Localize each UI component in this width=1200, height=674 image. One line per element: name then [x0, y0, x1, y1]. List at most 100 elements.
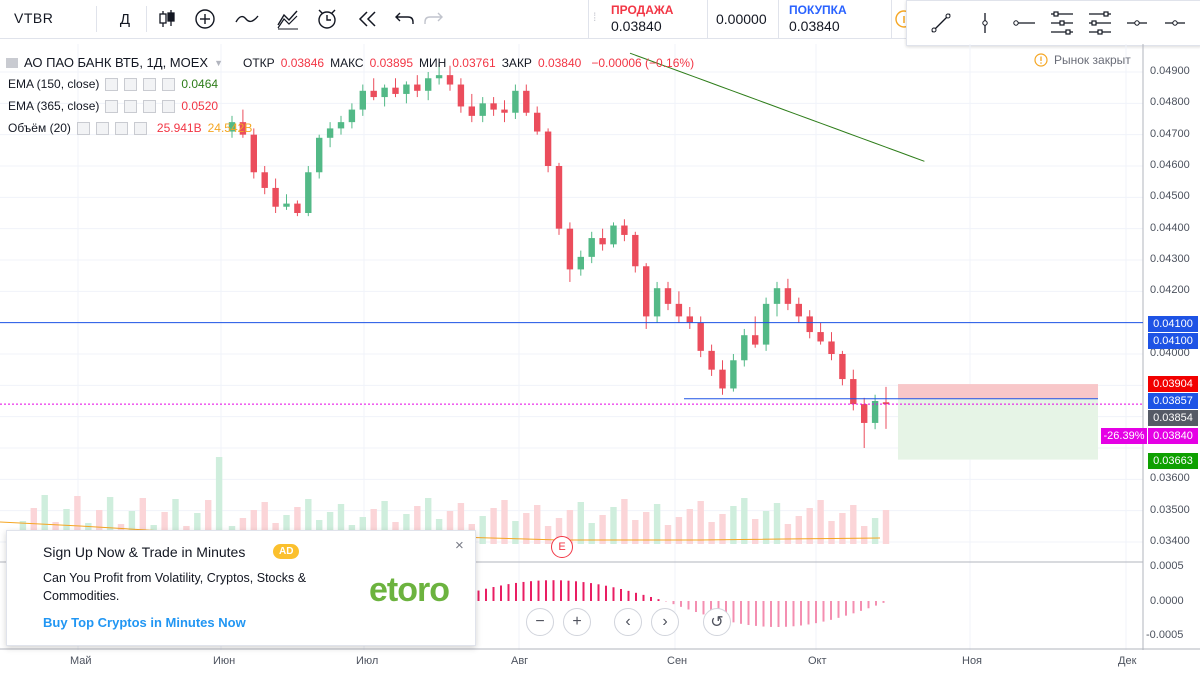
close-icon[interactable]: ×	[455, 537, 464, 554]
macd-bar	[777, 601, 780, 627]
reset-chart-button[interactable]: ↺	[703, 608, 731, 636]
candle-body	[370, 90, 377, 98]
more-icon[interactable]	[143, 77, 157, 91]
settings-icon[interactable]	[124, 77, 138, 91]
macd-axis-label: 0.0005	[1150, 560, 1184, 572]
horizontal-line-icon[interactable]	[1163, 11, 1187, 35]
candle-body	[425, 78, 432, 91]
symbol-search[interactable]: VTBR	[14, 10, 54, 26]
ray-icon[interactable]	[1125, 11, 1149, 35]
candle-body	[861, 404, 868, 423]
change-value: −0.00006 (−0.16%)	[591, 55, 695, 70]
sell-panel[interactable]: ⁞ ПРОДАЖА 0.03840	[588, 0, 708, 38]
volume-bar	[882, 510, 890, 544]
candle-body	[610, 225, 617, 245]
volume-bar	[194, 513, 201, 544]
macd-bar	[515, 582, 517, 601]
price-tag: 0.04100	[1148, 333, 1198, 349]
volume-bar	[588, 523, 595, 544]
candle-body	[817, 332, 824, 342]
macd-bar	[552, 580, 555, 601]
long-position-icon[interactable]	[1049, 9, 1075, 37]
compare-icon[interactable]	[234, 7, 260, 31]
eye-icon[interactable]	[105, 99, 119, 113]
info-icon[interactable]	[892, 8, 908, 30]
volume-bar	[839, 513, 846, 544]
scroll-left-button[interactable]: ‹	[614, 608, 642, 636]
ad-link[interactable]: Buy Top Cryptos in Minutes Now	[43, 615, 246, 630]
more-icon[interactable]	[114, 121, 128, 135]
settings-icon[interactable]	[124, 99, 138, 113]
templates-icon[interactable]	[275, 7, 301, 31]
candle-body	[435, 75, 443, 79]
chart-legend: АО ПАО БАНК ВТБ, 1Д, MOEX ▼ ОТКР 0.03846…	[6, 55, 694, 70]
settings-icon[interactable]	[95, 121, 109, 135]
zoom-in-button[interactable]: +	[563, 608, 591, 636]
more-icon[interactable]	[143, 99, 157, 113]
volume-bar	[337, 504, 345, 544]
trend-line-icon[interactable]	[929, 11, 953, 35]
macd-bar	[477, 590, 480, 601]
volume-bar	[326, 512, 334, 544]
volume-bar	[577, 502, 584, 544]
alert-icon[interactable]	[314, 7, 340, 31]
ad-banner[interactable]: Sign Up Now & Trade in Minutes AD Can Yo…	[6, 530, 476, 646]
volume-bar	[686, 509, 693, 544]
close-icon[interactable]	[162, 99, 176, 113]
macd-axis-label: 0.0000	[1150, 595, 1184, 607]
macd-bar	[500, 585, 502, 601]
replay-icon[interactable]	[355, 7, 381, 31]
add-indicator-icon[interactable]	[192, 7, 218, 31]
earnings-marker-icon[interactable]: E	[551, 536, 573, 558]
macd-bar	[507, 584, 510, 601]
candle-body	[697, 322, 704, 351]
close-icon[interactable]	[133, 121, 147, 135]
chevron-down-icon[interactable]: ▼	[214, 57, 224, 68]
vertical-line-icon[interactable]	[973, 11, 997, 35]
macd-bar	[785, 601, 787, 627]
eye-icon[interactable]	[76, 121, 90, 135]
candles-style-icon[interactable]	[154, 7, 180, 31]
scroll-right-button[interactable]: ›	[651, 608, 679, 636]
time-label: Авг	[511, 655, 529, 667]
volume-bar	[741, 498, 748, 544]
candle-body	[348, 109, 356, 123]
macd-bar	[867, 601, 870, 609]
close-icon[interactable]	[162, 77, 176, 91]
macd-bar	[792, 601, 795, 627]
high-label: МАКС	[330, 55, 364, 70]
etoro-logo: etoro	[369, 571, 450, 609]
short-position-icon[interactable]	[1087, 9, 1113, 37]
volume-bar	[446, 511, 454, 544]
volume-bar	[664, 525, 672, 544]
price-chart[interactable]	[0, 44, 1200, 650]
close-label: ЗАКР	[501, 55, 532, 70]
macd-bar	[567, 580, 570, 601]
market-status[interactable]: Рынок закрыт	[1034, 53, 1131, 67]
ema150-line	[629, 52, 925, 162]
redo-icon[interactable]	[420, 7, 446, 31]
candle-body	[457, 84, 465, 107]
interval-button[interactable]: Д	[119, 10, 131, 28]
undo-icon[interactable]	[392, 7, 418, 31]
macd-bar	[845, 601, 847, 616]
volume-bar	[457, 503, 465, 544]
volume-bar	[523, 513, 530, 544]
macd-bar	[687, 601, 690, 610]
price-tag: 0.03857	[1148, 393, 1198, 409]
volume-bar	[806, 508, 813, 544]
macd-bar	[650, 596, 652, 601]
volume-bar	[861, 526, 868, 544]
zoom-out-button[interactable]: −	[526, 608, 554, 636]
horizontal-ray-icon[interactable]	[1011, 11, 1035, 35]
buy-panel[interactable]: ПОКУПКА 0.03840	[778, 0, 892, 38]
macd-bar	[522, 581, 525, 601]
eye-icon[interactable]	[105, 77, 119, 91]
ad-badge: AD	[273, 544, 300, 559]
collapse-icon[interactable]	[6, 57, 18, 68]
macd-bar	[800, 601, 802, 626]
ad-body: Can You Profit from Volatility, Cryptos,…	[43, 571, 307, 603]
candle-body	[566, 228, 574, 270]
macd-bar	[755, 601, 757, 626]
macd-bar	[492, 587, 495, 601]
